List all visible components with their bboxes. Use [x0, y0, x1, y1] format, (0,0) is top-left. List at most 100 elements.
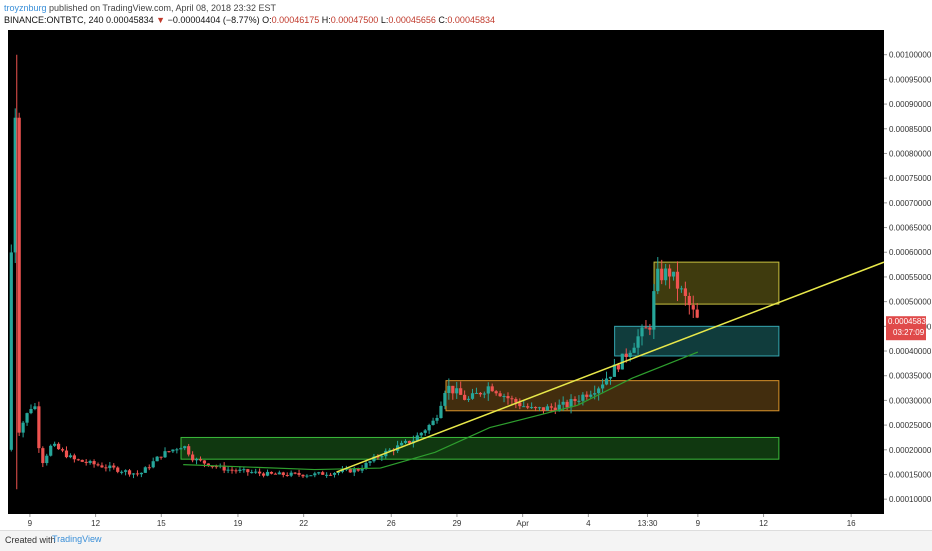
candle-body: [443, 392, 447, 406]
candle-body: [332, 472, 337, 475]
candle-body: [131, 473, 136, 475]
candle-body: [159, 456, 163, 458]
y-tick-label: 0.00100000: [889, 51, 932, 60]
candle-body: [636, 336, 640, 348]
candle-body: [656, 268, 660, 292]
high-label: H:: [321, 15, 331, 25]
x-tick-label: 29: [452, 519, 461, 528]
candle-body: [325, 474, 329, 476]
candle-body: [494, 391, 498, 394]
candle-body: [309, 475, 313, 477]
moving-average-layer: [183, 351, 699, 471]
candle-body: [53, 443, 57, 446]
x-tick-label: 4: [586, 519, 591, 528]
candle-body: [482, 393, 486, 395]
candle-body: [691, 305, 695, 310]
candle-body: [415, 435, 419, 441]
candle-body: [632, 347, 636, 353]
price-chart[interactable]: 0.00100000 0.00095000 0.00090000 0.00085000…: [0, 26, 932, 530]
candle-body: [139, 472, 143, 475]
down-arrow-icon: ▼: [156, 15, 166, 25]
candle-body: [466, 398, 471, 400]
time-axis[interactable]: 9 12 15 19 22 26 29 Apr 4 13:30 9 12 16: [28, 514, 856, 528]
candle-body: [163, 451, 167, 458]
candle-body: [127, 470, 132, 475]
candle-body: [187, 446, 191, 455]
candle-body: [13, 117, 17, 253]
candle-body: [604, 378, 609, 385]
tradingview-logo-link[interactable]: TradingView: [52, 534, 102, 544]
candle-body: [660, 268, 664, 281]
candle-body: [191, 454, 195, 461]
candle-body: [258, 471, 262, 474]
author-link[interactable]: troyznburg: [4, 3, 47, 13]
y-tick-label: 0.00050000: [889, 298, 932, 307]
candle-body: [549, 406, 553, 408]
candle-body: [498, 393, 502, 397]
candle-body: [321, 472, 325, 475]
candle-body: [25, 413, 29, 423]
candle-body: [277, 472, 281, 475]
candle-body: [64, 450, 69, 458]
candle-body: [439, 405, 443, 418]
candle-body: [242, 469, 246, 471]
candle-body: [238, 469, 242, 471]
candle-body: [455, 388, 459, 394]
y-tick-label: 0.00055000: [889, 273, 932, 282]
candle-body: [419, 432, 423, 436]
candle-body: [510, 398, 514, 400]
candle-body: [502, 396, 506, 398]
candle-body: [41, 448, 45, 464]
candle-body: [506, 396, 510, 399]
candle-body: [175, 449, 179, 451]
candle-body: [470, 393, 475, 399]
candle-body: [37, 406, 41, 449]
candle-body: [664, 268, 668, 281]
low-value: 0.00045656: [388, 15, 436, 25]
price-badge-value: 0.00045834: [888, 317, 931, 326]
candle-body: [597, 388, 601, 394]
candle-body: [431, 420, 435, 425]
candle-body: [667, 268, 672, 277]
candle-body: [372, 456, 376, 462]
open-label: O:: [262, 15, 272, 25]
trendline: [336, 261, 885, 473]
candle-body: [376, 456, 380, 458]
candle-body: [33, 406, 37, 410]
candle-body: [289, 472, 293, 476]
candle-body: [234, 470, 238, 472]
x-tick-label: 16: [847, 519, 856, 528]
candle-body: [522, 406, 526, 408]
y-tick-label: 0.00085000: [889, 125, 932, 134]
candle-body: [265, 471, 270, 476]
candle-body: [348, 468, 352, 473]
candle-body: [281, 472, 285, 475]
y-tick-label: 0.00080000: [889, 149, 932, 158]
candle-body: [399, 442, 404, 446]
candle-body: [143, 467, 147, 473]
candle-body: [569, 399, 573, 408]
candle-body: [533, 407, 538, 409]
y-tick-label: 0.00035000: [889, 372, 932, 381]
candle-body: [352, 468, 356, 473]
candle-body: [100, 465, 104, 468]
candle-body: [147, 467, 151, 469]
candle-body: [214, 466, 218, 468]
publish-line: troyznburg published on TradingView.com,…: [4, 3, 276, 13]
plot-area[interactable]: [8, 30, 884, 514]
candle-body: [683, 288, 687, 296]
candle-body: [135, 473, 140, 475]
candle-body: [285, 474, 289, 476]
candle-body: [652, 291, 656, 330]
price-axis[interactable]: 0.00100000 0.00095000 0.00090000 0.00085000…: [884, 51, 932, 504]
candle-body: [88, 461, 92, 463]
y-tick-label: 0.00065000: [889, 224, 932, 233]
candle-body: [104, 467, 108, 469]
x-tick-label: 9: [28, 519, 33, 528]
x-tick-label: 22: [299, 519, 308, 528]
candle-body: [112, 465, 116, 468]
candle-body: [463, 394, 467, 400]
candle-body: [273, 473, 277, 475]
candle-body: [222, 465, 226, 471]
candle-body: [194, 459, 199, 461]
